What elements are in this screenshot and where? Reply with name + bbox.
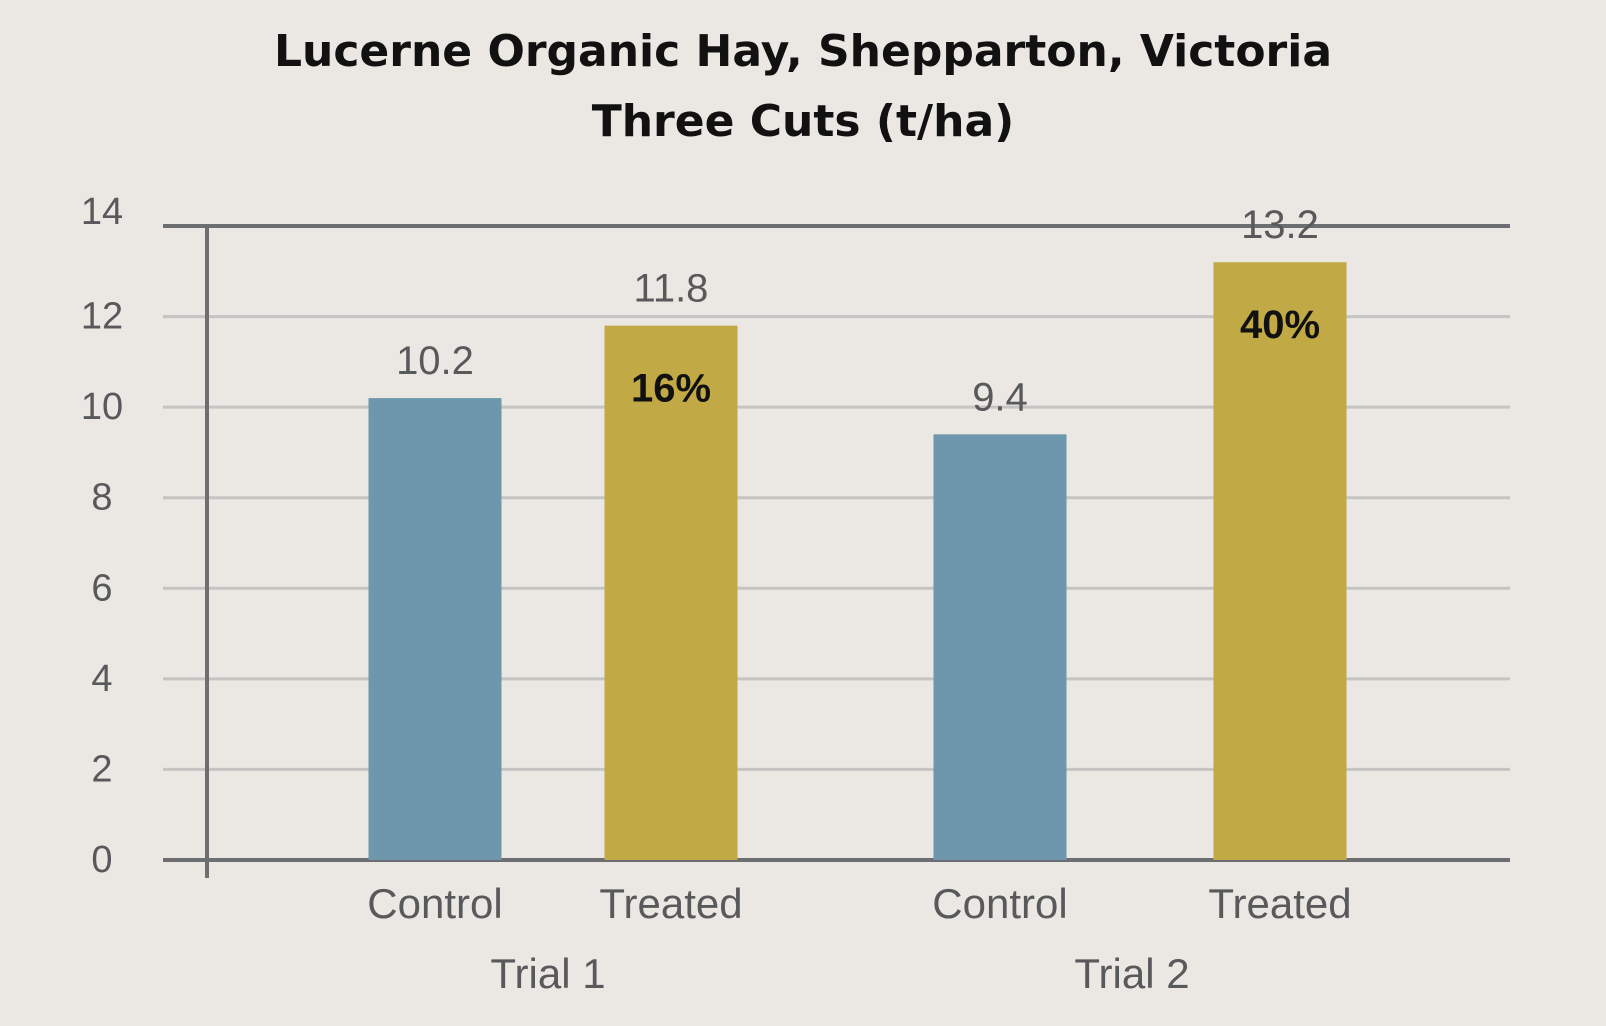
bar-value-label: 11.8	[634, 267, 709, 311]
bar-value-label: 9.4	[972, 375, 1028, 419]
y-tick-label: 2	[91, 748, 112, 790]
y-tick-label: 10	[81, 386, 123, 428]
y-tick-label: 6	[91, 567, 112, 609]
x-category-label: Treated	[1208, 880, 1351, 927]
bar-value-label: 13.2	[1241, 203, 1319, 247]
bar-labels: 10.2 Control 11.8 16% Treated 9.4 Control 13.2 4…	[367, 203, 1351, 927]
y-tick-label: 0	[91, 839, 112, 881]
y-tick-label: 4	[91, 658, 112, 700]
x-category-label: Control	[367, 880, 502, 927]
chart-subtitle: Three Cuts (t/ha)	[592, 96, 1015, 147]
bar-value-label: 10.2	[396, 339, 474, 383]
group-labels: Trial 1 Trial 2	[490, 950, 1189, 997]
y-tick-label: 8	[91, 477, 112, 519]
bar	[933, 434, 1067, 860]
y-axis-ticks: 0 2 4 6 8 10 12 14	[81, 191, 123, 881]
x-category-label: Control	[932, 880, 1067, 927]
bar-series	[368, 262, 1347, 861]
bar	[1213, 262, 1347, 860]
x-group-label: Trial 1	[490, 950, 605, 997]
increase-label: 16%	[631, 367, 711, 411]
chart-title: Lucerne Organic Hay, Shepparton, Victori…	[274, 26, 1332, 77]
increase-label: 40%	[1240, 303, 1320, 347]
y-tick-label: 12	[81, 296, 123, 338]
x-group-label: Trial 2	[1074, 950, 1189, 997]
y-tick-label: 14	[81, 191, 123, 233]
x-category-label: Treated	[599, 880, 742, 927]
bar	[604, 325, 738, 861]
bar	[368, 398, 502, 860]
